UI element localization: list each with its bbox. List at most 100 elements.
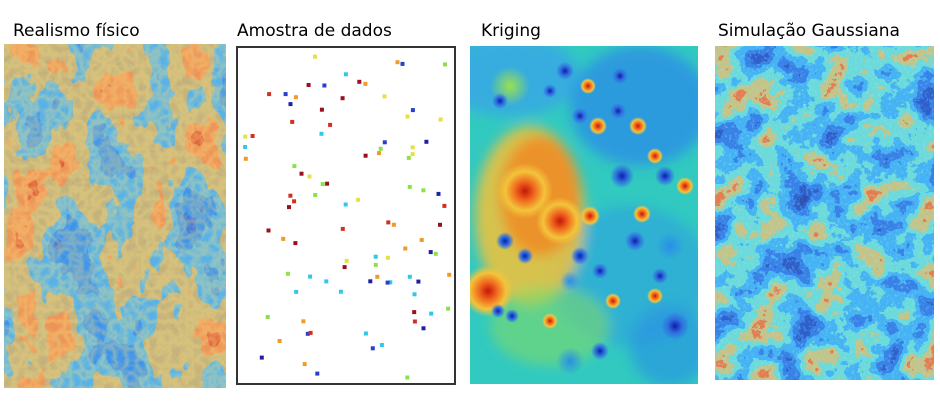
sample-point (379, 343, 384, 347)
sample-point (292, 164, 297, 169)
sample-point (324, 279, 329, 284)
sample-point (410, 108, 415, 113)
sample-point (443, 62, 447, 67)
sample-point (281, 236, 286, 241)
sample-point (342, 265, 347, 270)
sample-point (356, 197, 361, 202)
sample-point (382, 140, 387, 145)
sample-point (288, 102, 293, 107)
sample-point (419, 238, 424, 242)
sample-point (357, 79, 362, 84)
sample-point (421, 188, 426, 193)
sample-point (385, 255, 390, 260)
sample-point (438, 222, 442, 227)
sample-point (410, 145, 415, 150)
sample-point (412, 292, 417, 297)
sample-point (410, 152, 415, 157)
sample-point (292, 199, 297, 204)
sample-point (283, 92, 288, 97)
sample-point (388, 280, 393, 285)
sample-point (385, 280, 390, 285)
sample-point (405, 114, 410, 119)
sample-point (436, 191, 441, 196)
sample-point (438, 117, 443, 122)
panel-title-gaussian-simulation: Simulação Gaussiana (718, 21, 900, 41)
sample-point (340, 226, 345, 231)
sample-point (428, 250, 433, 255)
sample-point (306, 83, 311, 87)
sample-point (308, 330, 313, 335)
sample-point (407, 184, 412, 189)
sample-point (322, 83, 327, 88)
sample-point (395, 60, 400, 65)
sample-point (375, 274, 380, 279)
sample-point (363, 81, 368, 86)
sample-point (319, 107, 324, 112)
sample-point (447, 272, 452, 277)
sample-point (370, 346, 375, 351)
sample-point (313, 193, 318, 197)
sample-point (378, 146, 383, 151)
sample-point (293, 95, 298, 100)
sample-point (407, 274, 412, 279)
sample-point (424, 139, 429, 144)
sample-point (277, 339, 282, 343)
sample-point (382, 94, 387, 99)
sample-point (344, 258, 349, 263)
panel-title-kriging: Kriging (481, 21, 541, 41)
sample-point (285, 271, 290, 276)
sample-point (313, 54, 317, 59)
sample-point (243, 134, 248, 139)
sample-point (250, 134, 255, 138)
sample-point (412, 310, 417, 315)
sample-point (305, 331, 310, 336)
sample-point (320, 182, 325, 187)
sample-point (308, 274, 313, 279)
sample-point (373, 254, 378, 259)
sample-point (433, 251, 438, 256)
sample-point (328, 122, 333, 127)
sample-point (319, 131, 324, 136)
data-sample-map (236, 46, 456, 385)
sample-point (442, 203, 447, 208)
sample-point (290, 119, 295, 124)
sample-point (307, 174, 312, 179)
sample-point (391, 222, 396, 227)
sample-point (421, 326, 426, 331)
kriging-map (470, 46, 698, 384)
sample-point (386, 220, 391, 225)
sample-point (363, 153, 368, 158)
sample-point (429, 311, 434, 316)
sample-point (373, 262, 378, 267)
sample-point (400, 61, 405, 66)
sample-point (315, 371, 320, 376)
gaussian-simulation-map (715, 46, 934, 380)
sample-point (368, 279, 373, 284)
sample-point (446, 306, 451, 311)
sample-point (299, 171, 304, 176)
sample-point (340, 96, 345, 101)
sample-point (343, 202, 348, 207)
sample-point (406, 155, 411, 160)
sample-point (301, 319, 306, 324)
sample-point (325, 181, 330, 186)
panel-title-physical-realism: Realismo físico (13, 21, 140, 41)
sample-point (266, 228, 271, 233)
sample-point (363, 331, 368, 336)
sample-point (267, 92, 272, 97)
sample-point (403, 246, 408, 251)
sample-point (287, 205, 291, 210)
sample-point (377, 151, 381, 156)
panel-title-data-sample: Amostra de dados (237, 21, 392, 41)
sample-point (243, 145, 248, 149)
sample-point (302, 362, 307, 367)
sample-point (412, 319, 417, 324)
sample-point (405, 375, 410, 380)
sample-point (338, 289, 343, 294)
sample-point (288, 193, 293, 198)
sample-point (343, 72, 348, 77)
sample-point (259, 355, 264, 360)
sample-point (416, 279, 421, 284)
sample-point (293, 241, 298, 246)
sample-point (265, 315, 270, 319)
